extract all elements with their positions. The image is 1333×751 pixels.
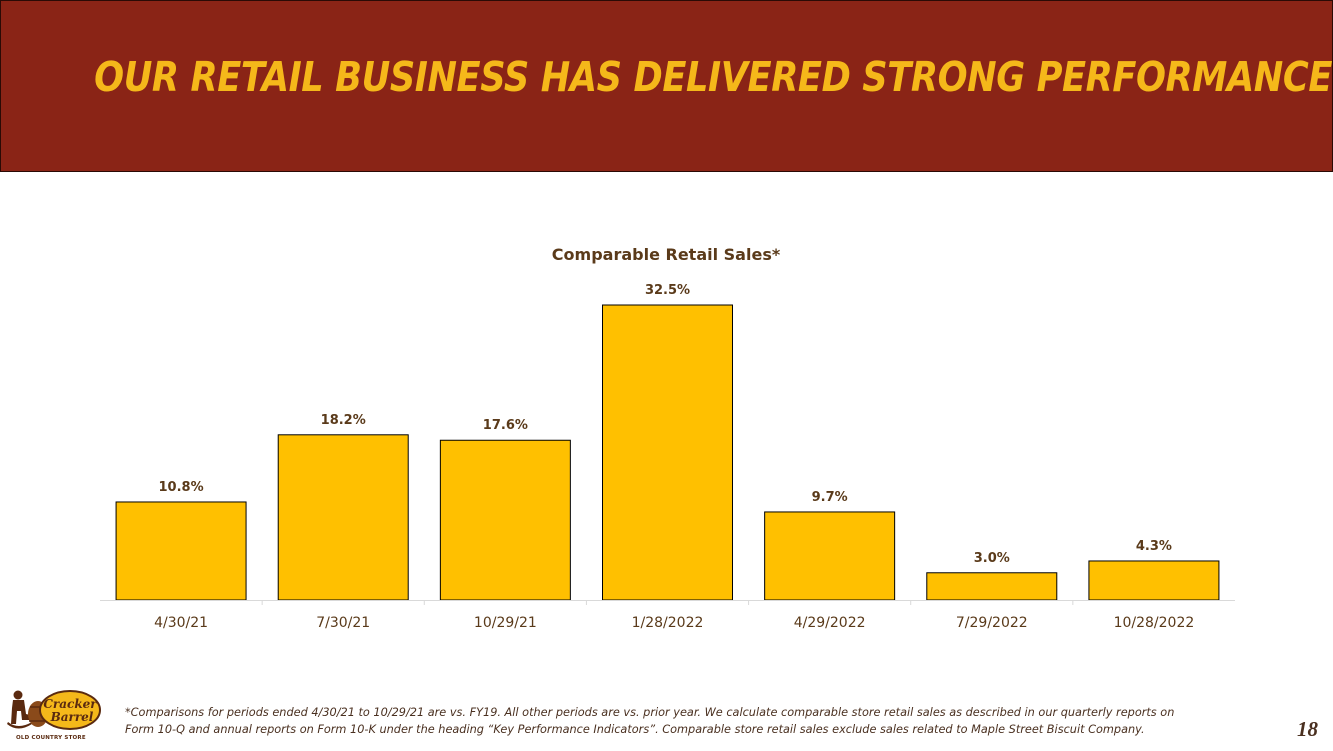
x-axis: 4/30/21 7/30/21 10/29/21 1/28/2022 4/29/2022… [100, 600, 1235, 631]
bar-3 [602, 304, 733, 601]
x-tick-label-3: 1/28/2022 [632, 615, 704, 631]
footnote-line-2: Form 10-Q and annual reports on Form 10-… [125, 723, 1145, 736]
logo-tagline: OLD COUNTRY STORE [16, 735, 86, 741]
bar-0 [115, 501, 247, 601]
bar-5 [926, 572, 1058, 601]
bar-1 [277, 434, 409, 601]
footnote-line-1: *Comparisons for periods ended 4/30/21 t… [125, 706, 1175, 719]
page-number: 18 [1297, 717, 1318, 741]
data-label-6: 4.3% [1136, 539, 1172, 554]
data-label-1: 18.2% [321, 413, 366, 428]
data-labels-layer: 10.8% 18.2% 17.6% 32.5% 9.7% 3.0% 4.3% [159, 283, 1172, 566]
x-tick-label-6: 10/28/2022 [1114, 615, 1195, 631]
logo-brand-line1: Cracker [43, 697, 98, 711]
bars-layer [115, 304, 1220, 601]
x-tick-label-0: 4/30/21 [154, 615, 208, 631]
slide-title: OUR RETAIL BUSINESS HAS DELIVERED STRONG… [94, 53, 1332, 101]
x-tick-label-1: 7/30/21 [316, 615, 370, 631]
data-label-4: 9.7% [812, 490, 848, 505]
data-label-0: 10.8% [159, 480, 204, 495]
bar-chart: Comparable Retail Sales* 10.8% 18.2% 17.6%… [100, 245, 1235, 631]
cracker-barrel-logo: Cracker Barrel [4, 684, 102, 746]
data-label-3: 32.5% [645, 283, 690, 298]
bar-4 [764, 511, 896, 601]
data-label-2: 17.6% [483, 418, 528, 433]
footnote: *Comparisons for periods ended 4/30/21 t… [125, 704, 1275, 738]
chart-area: Comparable Retail Sales* 10.8% 18.2% 17.6%… [0, 230, 1333, 650]
bar-2 [439, 439, 571, 601]
title-banner: OUR RETAIL BUSINESS HAS DELIVERED STRONG… [0, 0, 1333, 172]
x-tick-label-5: 7/29/2022 [956, 615, 1028, 631]
bar-6 [1088, 560, 1220, 601]
data-label-5: 3.0% [974, 551, 1010, 566]
x-tick-label-4: 4/29/2022 [794, 615, 866, 631]
x-tick-label-2: 10/29/21 [474, 615, 537, 631]
logo-brand-line2: Barrel [50, 710, 94, 724]
chart-title: Comparable Retail Sales* [552, 245, 781, 264]
